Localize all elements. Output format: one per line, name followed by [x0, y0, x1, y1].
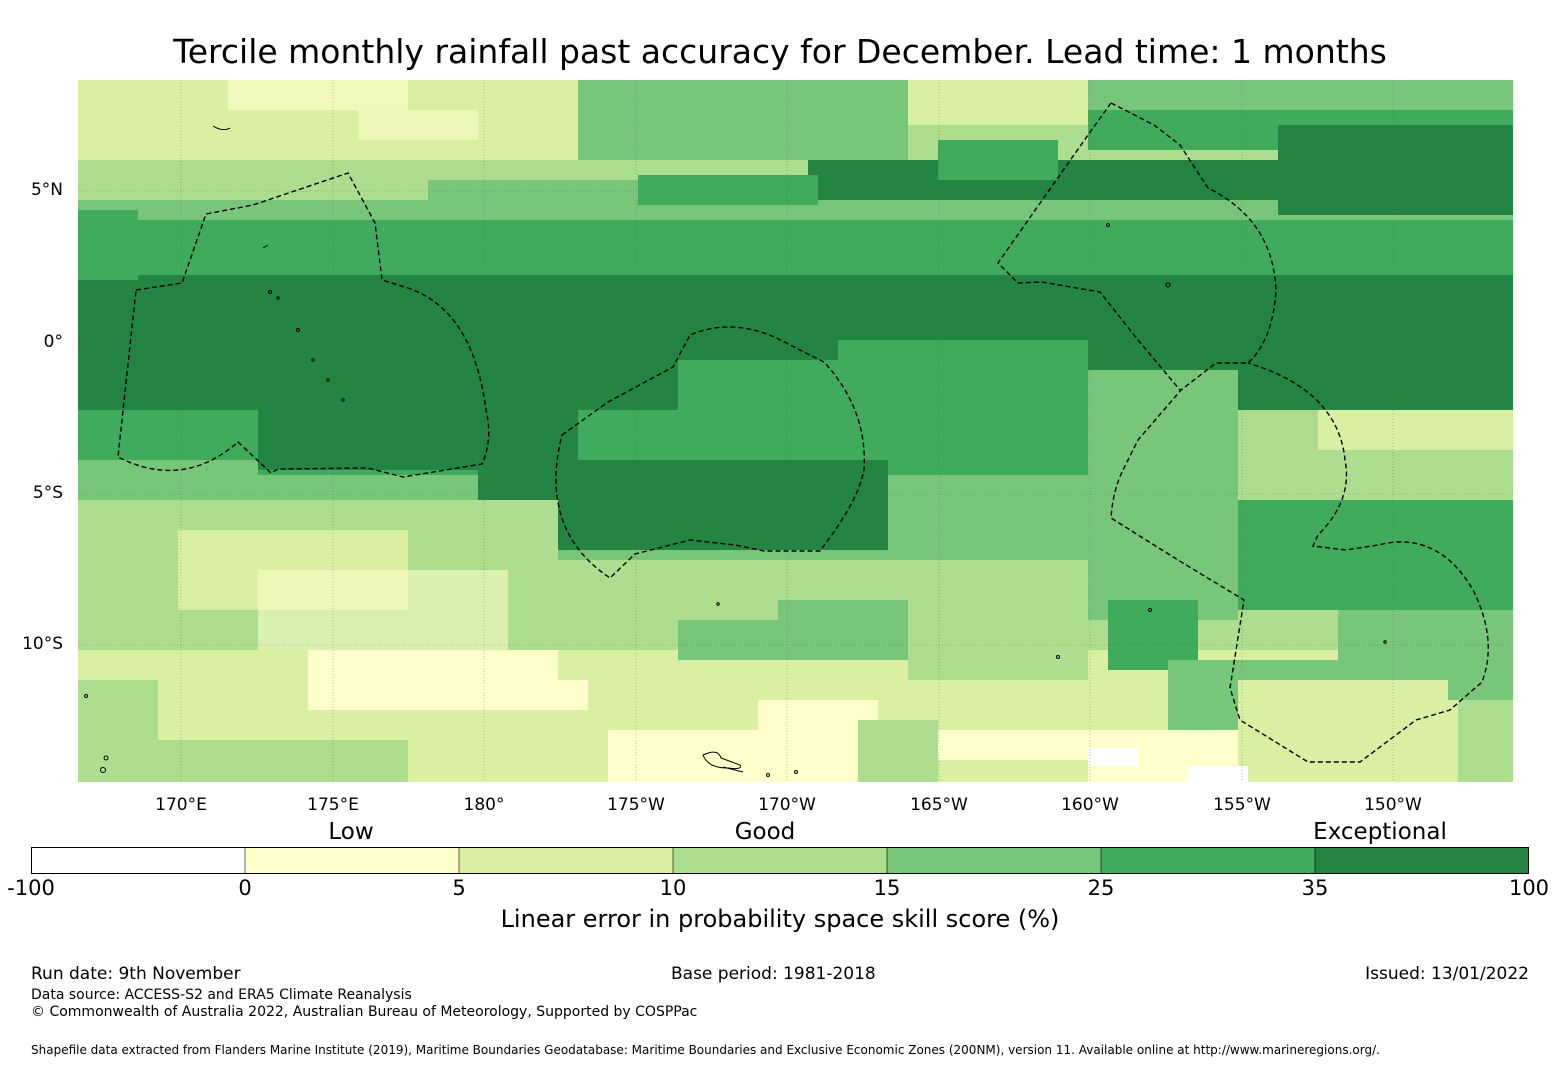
colorbar-segment-5	[1100, 846, 1316, 875]
lat-label-5n: 5°N	[30, 180, 63, 200]
colorbar-tick-25: 25	[1087, 876, 1115, 900]
colorbar-segment-1	[244, 846, 460, 875]
lon-label-175e: 175°E	[307, 795, 359, 815]
lat-label-5s: 5°S	[32, 483, 63, 503]
lon-label-175w: 175°W	[607, 795, 665, 815]
eez-kiribati-gilbert	[117, 172, 490, 478]
band-equator-upper	[78, 220, 1513, 280]
lon-label-180: 180°	[463, 795, 505, 815]
colorbar-segment-6	[1314, 846, 1530, 875]
lon-label-170e: 170°E	[155, 795, 207, 815]
lon-label-165w: 165°W	[910, 795, 968, 815]
colorbar-segment-3	[672, 846, 888, 875]
lon-label-170w: 170°W	[758, 795, 816, 815]
lon-label-155w: 155°W	[1213, 795, 1271, 815]
colorbar-tick-100: 100	[1508, 876, 1550, 900]
colorbar-tick-35: 35	[1301, 876, 1329, 900]
eez-tokelau-phoenix	[555, 326, 866, 579]
lon-label-160w: 160°W	[1061, 795, 1119, 815]
category-good: Good	[734, 819, 796, 845]
colorbar-segment-4	[886, 846, 1102, 875]
colorbar-tick-0: 0	[238, 876, 252, 900]
eez-kiribati-line-north	[997, 102, 1489, 763]
issued-date: Issued: 13/01/2022	[1365, 964, 1529, 984]
colorbar	[30, 846, 1530, 875]
colorbar-segment-2	[458, 846, 674, 875]
colorbar-tick-5: 5	[452, 876, 466, 900]
island-samoa-savaii	[702, 751, 741, 770]
colorbar-tick-15: 15	[873, 876, 901, 900]
colorbar-label: Linear error in probability space skill …	[500, 905, 1060, 933]
category-exceptional: Exceptional	[1313, 819, 1447, 845]
data-source: Data source: ACCESS-S2 and ERA5 Climate …	[31, 987, 412, 1003]
lat-label-10s: 10°S	[22, 634, 63, 654]
base-period: Base period: 1981-2018	[671, 964, 876, 984]
copyright: © Commonwealth of Australia 2022, Austra…	[31, 1004, 698, 1020]
category-low: Low	[328, 819, 374, 845]
skill-score-map	[78, 80, 1513, 782]
graticule	[78, 80, 1513, 782]
run-date: Run date: 9th November	[31, 964, 241, 984]
lat-label-0: 0°	[43, 332, 63, 352]
lon-label-150w: 150°W	[1364, 795, 1422, 815]
colorbar-segment-0	[30, 846, 246, 875]
shapefile-credit: Shapefile data extracted from Flanders M…	[31, 1043, 1380, 1057]
colorbar-tick-10: 10	[659, 876, 687, 900]
colorbar-tick-neg100: -100	[7, 876, 55, 900]
chart-title: Tercile monthly rainfall past accuracy f…	[173, 32, 1387, 71]
